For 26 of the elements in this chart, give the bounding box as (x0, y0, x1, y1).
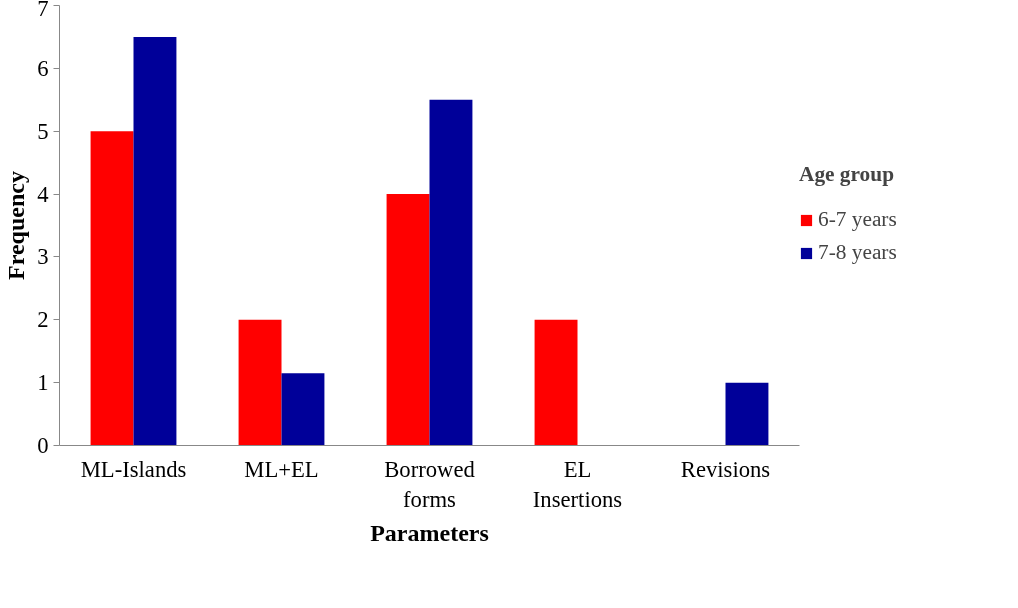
legend-title: Age group (799, 162, 895, 187)
bar (534, 319, 578, 446)
x-tick-label: EL Insertions (532, 456, 623, 512)
x-tick-label: ML+EL (244, 456, 319, 482)
bar (90, 131, 134, 446)
x-tick-label: Borrowed forms (384, 456, 476, 512)
x-axis-title: Parameters (370, 519, 489, 546)
y-tick-label: 7 (37, 0, 49, 21)
x-tick-label: ML-Islands (80, 456, 187, 482)
x-tick-label: Revisions (680, 456, 771, 482)
legend-label: 6-7 years (818, 207, 897, 232)
y-tick-label: 5 (37, 118, 49, 144)
bar (725, 382, 769, 446)
y-tick-label: 3 (37, 244, 49, 270)
legend-label: 7-8 years (818, 240, 897, 265)
bar (429, 99, 473, 446)
bar (386, 194, 430, 446)
bar (281, 373, 325, 446)
bar (238, 319, 282, 446)
y-tick-label: 0 (37, 433, 49, 458)
y-tick-label: 4 (37, 181, 49, 207)
y-tick-label: 6 (37, 55, 49, 81)
y-tick-label: 1 (37, 370, 49, 396)
bar (133, 36, 177, 446)
y-tick-label: 2 (37, 307, 49, 333)
y-axis-title: Frequency (3, 171, 30, 280)
